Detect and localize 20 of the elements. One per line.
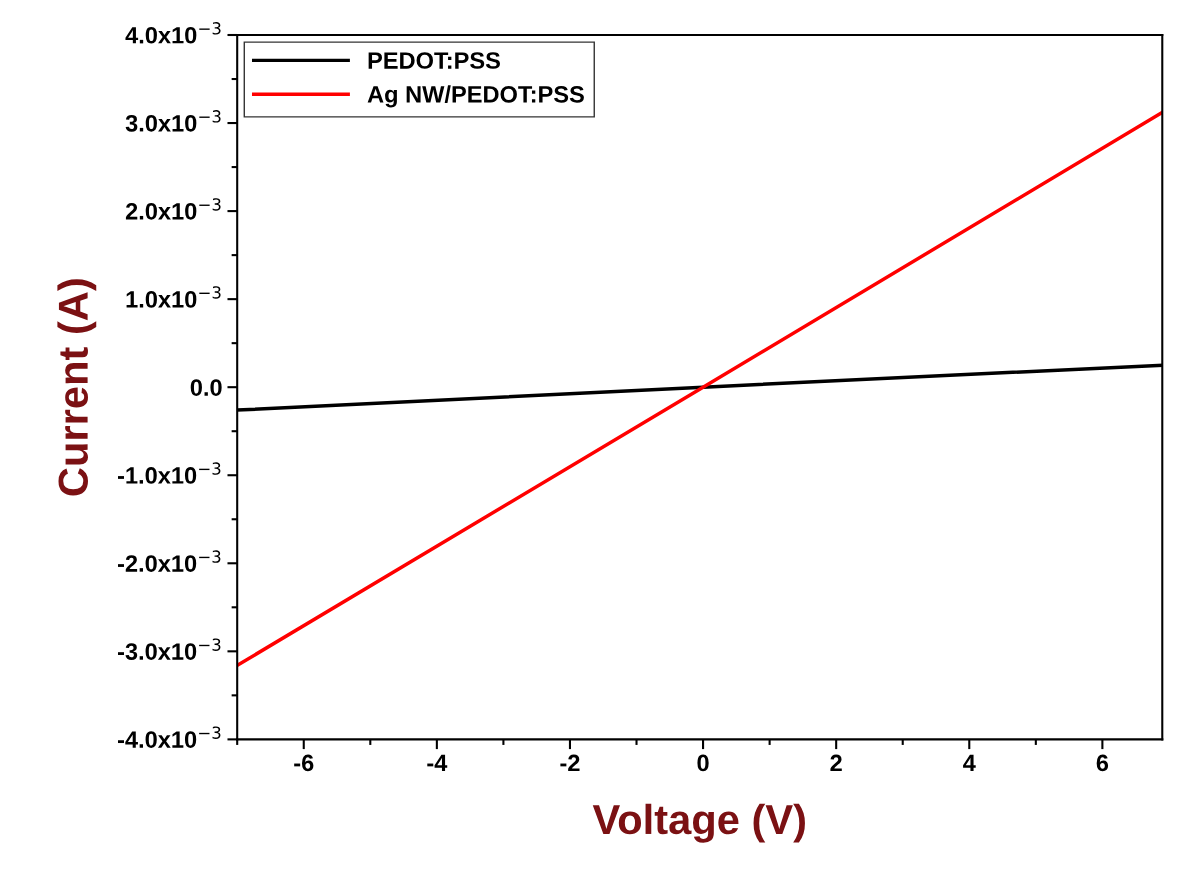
x-tick-label: 2 bbox=[830, 754, 842, 772]
y-tick-label: 1.0x10$^{−3}$ bbox=[126, 286, 221, 308]
x-tick-label: -4 bbox=[427, 754, 448, 772]
y-tick-label: 3.0x10$^{−3}$ bbox=[125, 110, 221, 132]
y-tick-label: -3.0x10$^{−3}$ bbox=[118, 638, 221, 660]
x-tick-label: 6 bbox=[1096, 754, 1109, 772]
y-tick-label: 2.0x10$^{−3}$ bbox=[125, 198, 221, 220]
y-tick-label: 4.0x10$^{−3}$ bbox=[125, 22, 221, 44]
legend-label: PEDOT:PSS bbox=[368, 52, 500, 69]
x-tick-label: 4 bbox=[963, 754, 976, 772]
y-tick-label: -2.0x10$^{−3}$ bbox=[118, 550, 221, 572]
x-tick-label: 0 bbox=[697, 754, 709, 772]
y-tick-label: -4.0x10$^{−3}$ bbox=[118, 726, 221, 748]
x-axis-title: Voltage (V) bbox=[592, 803, 805, 843]
legend-label: Ag NW/PEDOT:PSS bbox=[367, 85, 584, 108]
y-axis-title: Current (A) bbox=[57, 279, 97, 496]
x-tick-label: -2 bbox=[560, 754, 580, 772]
y-tick-label: -1.0x10$^{−3}$ bbox=[118, 462, 221, 484]
y-tick-label: 0.0 bbox=[190, 379, 222, 396]
x-tick-label: -6 bbox=[294, 754, 314, 772]
